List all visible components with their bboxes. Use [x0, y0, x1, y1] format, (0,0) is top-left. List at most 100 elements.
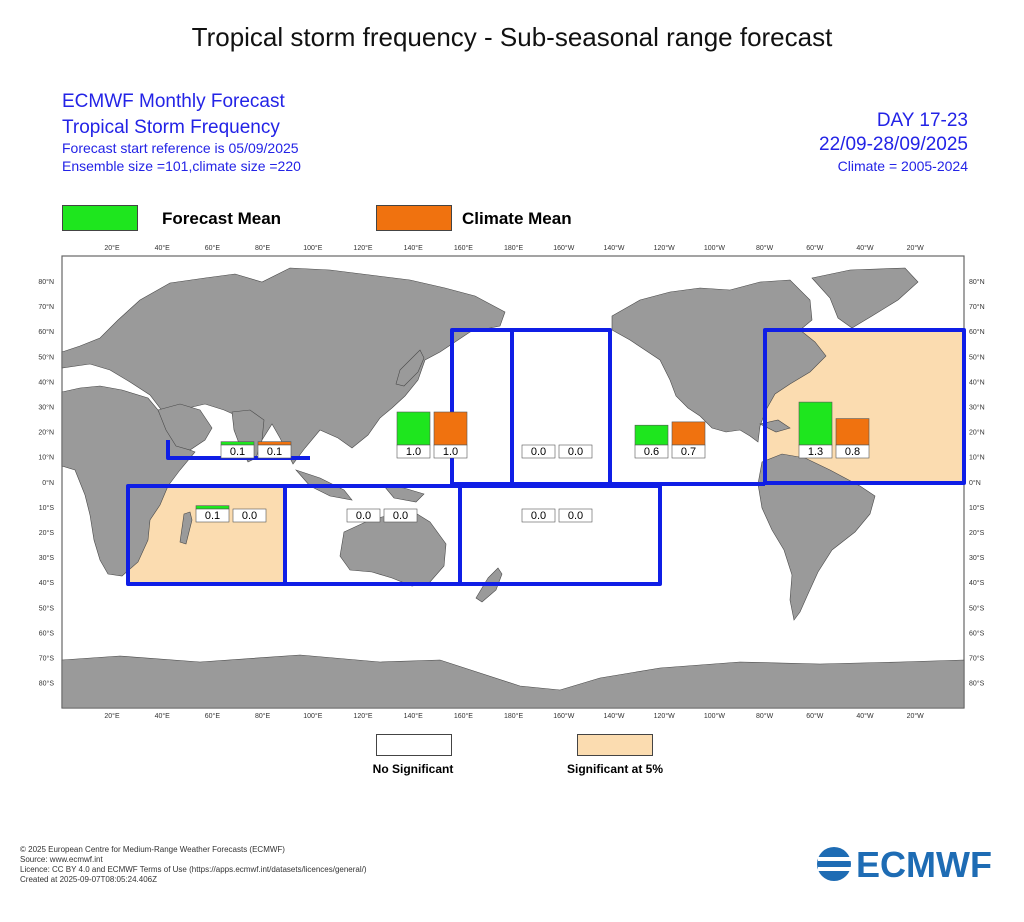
- lat-tick-label: 20°N: [969, 429, 985, 437]
- lat-tick-label: 80°S: [969, 680, 985, 688]
- lon-tick-label: 80°E: [255, 712, 271, 720]
- lat-tick-label: 20°S: [969, 529, 985, 537]
- lon-tick-label: 100°E: [303, 244, 322, 252]
- legend-no-significant-label: No Significant: [372, 762, 454, 776]
- legend-no-significant-swatch: [376, 734, 452, 756]
- lat-tick-label: 40°S: [969, 579, 985, 587]
- lon-tick-label: 160°W: [553, 244, 574, 252]
- climate-value-label: 1.0: [443, 446, 458, 458]
- lon-tick-label: 20°E: [104, 712, 120, 720]
- lon-tick-label: 140°W: [603, 712, 624, 720]
- credits-copyright: © 2025 European Centre for Medium-Range …: [20, 845, 285, 854]
- climate-value-label: 0.0: [242, 510, 257, 522]
- lon-tick-label: 60°E: [205, 712, 221, 720]
- lon-tick-label: 60°W: [806, 244, 824, 252]
- forecast-value-box: [634, 444, 669, 459]
- forecast-value-label: 1.3: [808, 446, 823, 458]
- climate-value-label: 0.0: [393, 510, 408, 522]
- lon-tick-label: 160°E: [454, 712, 473, 720]
- forecast-mean-bar: [396, 411, 431, 446]
- lon-tick-label: 120°E: [353, 244, 372, 252]
- region-bar-pair: 0.0 0.0: [521, 508, 593, 523]
- region-bar-pair: 0.0 0.0: [521, 444, 593, 459]
- lat-tick-label: 30°S: [39, 554, 55, 562]
- climate-value-box: [433, 444, 468, 459]
- lon-tick-label: 120°E: [353, 712, 372, 720]
- antarctica-landmass: [61, 654, 965, 709]
- forecast-value-box: [195, 508, 230, 523]
- forecast-value-box: [798, 444, 833, 459]
- forecast-value-box: [396, 444, 431, 459]
- lat-tick-label: 70°N: [969, 303, 985, 311]
- lon-tick-label: 140°E: [404, 244, 423, 252]
- climate-mean-bar: [671, 421, 706, 446]
- lon-tick-label: 180°E: [504, 712, 523, 720]
- lon-tick-label: 80°W: [756, 244, 774, 252]
- forecast-value-box: [346, 508, 381, 523]
- header-start-reference: Forecast start reference is 05/09/2025: [62, 140, 299, 156]
- lat-tick-label: 40°N: [38, 378, 54, 386]
- region-bar-pair: 0.1 0.1: [220, 441, 292, 459]
- lat-tick-label: 20°S: [39, 529, 55, 537]
- legend-forecast-swatch: [62, 205, 138, 231]
- region-bar-pair: 1.0 1.0: [396, 411, 468, 459]
- page-title: Tropical storm frequency - Sub-seasonal …: [191, 22, 833, 52]
- lat-tick-label: 80°S: [39, 680, 55, 688]
- header-product-name: ECMWF Monthly Forecast: [62, 91, 285, 112]
- legend-significant-label: Significant at 5%: [566, 762, 664, 776]
- forecast-mean-bar: [634, 424, 669, 446]
- lat-tick-label: 80°N: [38, 278, 54, 286]
- header-day-range: DAY 17-23: [876, 110, 968, 131]
- header-date-range: 22/09-28/09/2025: [819, 134, 968, 155]
- lat-tick-label: 10°N: [969, 454, 985, 462]
- lon-tick-label: 100°W: [704, 244, 725, 252]
- lon-tick-label: 120°W: [654, 712, 675, 720]
- forecast-value-label: 0.0: [531, 510, 546, 522]
- lat-tick-label: 30°N: [38, 404, 54, 412]
- lon-tick-label: 80°E: [255, 244, 271, 252]
- forecast-value-label: 0.6: [644, 446, 659, 458]
- header-climate-period: Climate = 2005-2024: [837, 158, 968, 174]
- lat-tick-label: 50°S: [969, 604, 985, 612]
- header-parameter-name: Tropical Storm Frequency: [62, 117, 280, 138]
- lat-tick-label: 50°S: [39, 604, 55, 612]
- lon-tick-label: 160°W: [553, 712, 574, 720]
- lon-tick-label: 80°W: [756, 712, 774, 720]
- forecast-value-label: 1.0: [406, 446, 421, 458]
- credits-licence: Licence: CC BY 4.0 and ECMWF Terms of Us…: [20, 865, 367, 874]
- climate-value-box: [383, 508, 418, 523]
- south-america-landmass: [757, 453, 876, 621]
- land-masses: [61, 267, 965, 709]
- lat-tick-label: 30°S: [969, 554, 985, 562]
- legend-climate-label: Climate Mean: [462, 209, 572, 228]
- climate-value-label: 0.0: [568, 446, 583, 458]
- lat-tick-label: 20°N: [38, 429, 54, 437]
- axis-labels: 20°E 20°E 40°E 40°E 60°E 60°E 80°E 80°E 100°E 100…: [38, 244, 984, 720]
- forecast-mean-bar: [195, 505, 230, 510]
- climate-value-box: [232, 508, 267, 523]
- lon-tick-label: 20°W: [907, 244, 925, 252]
- forecast-mean-bar: [220, 441, 255, 446]
- forecast-mean-bar: [798, 401, 833, 446]
- lat-tick-label: 40°N: [969, 378, 985, 386]
- lat-tick-label: 30°N: [969, 404, 985, 412]
- lon-tick-label: 40°W: [856, 244, 874, 252]
- lat-tick-label: 60°N: [969, 328, 985, 336]
- lat-tick-label: 60°N: [38, 328, 54, 336]
- credits-created-at: Created at 2025-09-07T08:05:24.406Z: [20, 875, 157, 884]
- madagascar-landmass: [179, 511, 193, 545]
- lon-tick-label: 120°W: [654, 244, 675, 252]
- region-bar-pair: 0.1 0.0: [195, 505, 267, 523]
- lat-tick-label: 0°N: [42, 479, 54, 487]
- climate-value-label: 0.1: [267, 446, 282, 458]
- lon-tick-label: 140°W: [603, 244, 624, 252]
- caribbean-islands: [759, 419, 791, 433]
- lon-tick-label: 20°W: [907, 712, 925, 720]
- lat-tick-label: 0°N: [969, 479, 981, 487]
- region-bar-pair: 0.6 0.7: [634, 421, 706, 459]
- forecast-value-label: 0.0: [531, 446, 546, 458]
- basin-border-south-pacific: [458, 484, 662, 586]
- lon-tick-label: 60°W: [806, 712, 824, 720]
- forecast-value-label: 0.0: [356, 510, 371, 522]
- climate-value-label: 0.8: [845, 446, 860, 458]
